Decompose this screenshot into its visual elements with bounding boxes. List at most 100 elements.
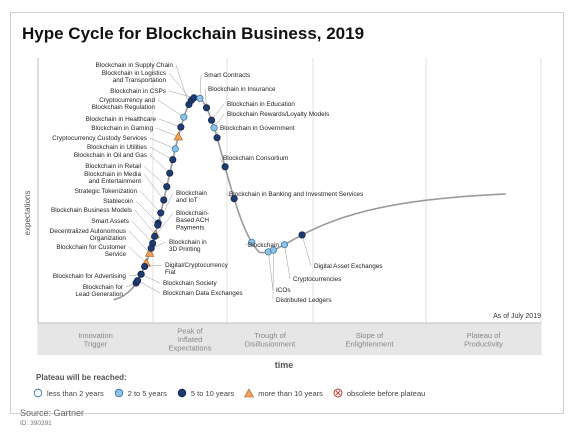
legend-item: less than 2 years [33,388,104,398]
label-leader [155,127,179,137]
data-label: Blockchain in Logistics and Transportatio… [102,70,167,84]
marker-circle [160,196,168,204]
data-label: Cryptocurrencies [293,276,341,283]
legend-marker [177,388,187,398]
phase-label: Peak of Inflated Expectations [169,327,212,353]
label-leader [134,209,156,235]
phase-label: Innovation Trigger [78,331,113,349]
data-label: ICOs [276,287,291,294]
legend: less than 2 years 2 to 5 years 5 to 10 yea… [33,387,435,399]
legend-marker [114,388,123,398]
marker-circle [134,277,142,285]
axes [37,58,541,324]
marker-circle [280,241,289,249]
marker-circle [248,238,256,246]
marker-circle [151,232,159,240]
marker-circle [180,113,188,121]
label-leader [157,192,174,226]
data-label: Blockchain in Government [220,125,295,132]
label-leader [149,146,173,160]
label-leader [143,173,164,201]
legend-label: less than 2 years [47,388,104,398]
chart-title: Hype Cycle for Blockchain Business, 2019 [22,24,365,43]
label-leader [284,244,291,280]
legend-marker [333,388,343,398]
y-axis-label: expectations [23,191,32,236]
marker-circle [147,244,155,252]
label-leader [139,190,161,214]
label-leader [149,154,170,174]
phase-band [38,323,541,355]
marker-circle [221,163,229,171]
legend-label: obsolete before plateau [346,388,426,398]
marker-circle [163,183,171,191]
data-label: Blockchain Data Exchanges [163,290,243,297]
label-leader [154,212,174,237]
label-leader [137,280,161,294]
marker-circle [141,262,149,271]
legend-item: obsolete before plateau [333,388,425,398]
label-leader [199,74,202,99]
label-leader [301,234,312,267]
phase-label: Trough of Disillusionment [245,331,296,349]
data-label: Blockchain in Healthcare [86,116,157,123]
data-label: Smart Assets [91,218,129,225]
hype-cycle-chart: Innovation Trigger Peak of Inflated Expectat… [23,58,542,370]
data-label: Stablecoin [103,198,133,205]
data-label: Distributed Ledgers [276,297,331,304]
label-leader [135,200,159,224]
legend-item: more than 10 years [244,388,323,398]
data-label: Strategic Tokenization [75,188,138,195]
data-label: Blockchain and IoT [176,190,207,204]
legend-label: more than 10 years [258,388,323,398]
label-leader [128,246,147,263]
source-label: Source: Gartner [20,408,85,418]
data-label: Blockchain for Advertising [53,273,127,280]
data-label: Blockchain in Retail [85,163,141,170]
label-leader [128,230,150,254]
marker-triangle [144,248,155,257]
data-label: Blockchain in Utilities [87,144,147,151]
marker-circle [166,169,174,177]
data-label: Blockchain in Gaming [91,125,153,132]
data-label: Blockchain Business Models [51,207,132,214]
data-label: Blockchain in Insurance [208,86,276,93]
phase-label: Slope of Enlightenment [346,331,395,349]
label-leader [268,251,274,291]
label-leader [168,90,194,99]
data-label: Digital/Cryptocurrency Fiat [165,262,229,276]
marker-circle [169,156,177,164]
data-label: Blockchain in 3D Printing [169,239,207,253]
data-label: Blockchain in CSPs [110,88,166,95]
legend-marker [244,388,255,398]
label-leader [157,99,185,118]
marker-circle [202,104,211,112]
marker-circle [157,209,165,217]
legend-label: 2 to 5 years [127,388,167,398]
data-label: Blockchain in Supply Chain [96,62,174,69]
data-label: Digital Asset Exchanges [314,263,383,270]
data-label: Blockchain for Lead Generation [75,284,123,298]
as-of-label: As of July 2019 [493,313,541,320]
marker-circle [207,116,216,124]
data-label: Decentralized Autonomous Organization [50,228,127,242]
legend-label: 5 to 10 years [190,388,235,398]
marker-circle [137,270,145,278]
data-label: Blockchain-Based ACH Payments [176,210,209,231]
data-label: Blockchain Rewards/Loyalty Models [227,111,329,118]
label-leader [149,137,176,150]
marker-circle [177,123,185,131]
data-label: Cryptocurrency Custody Services [52,135,147,142]
label-leader [158,118,181,128]
data-markers [132,94,306,287]
data-label: Blockchain Society [163,280,217,287]
legend-item: 5 to 10 years [177,388,234,398]
x-axis-label: time [275,360,294,370]
marker-circle [154,221,162,229]
marker-circle [171,145,179,153]
data-label: Blockchain in Education [227,101,295,108]
marker-circle [269,246,277,254]
marker-triangle [173,131,184,141]
marker-circle [190,94,198,102]
